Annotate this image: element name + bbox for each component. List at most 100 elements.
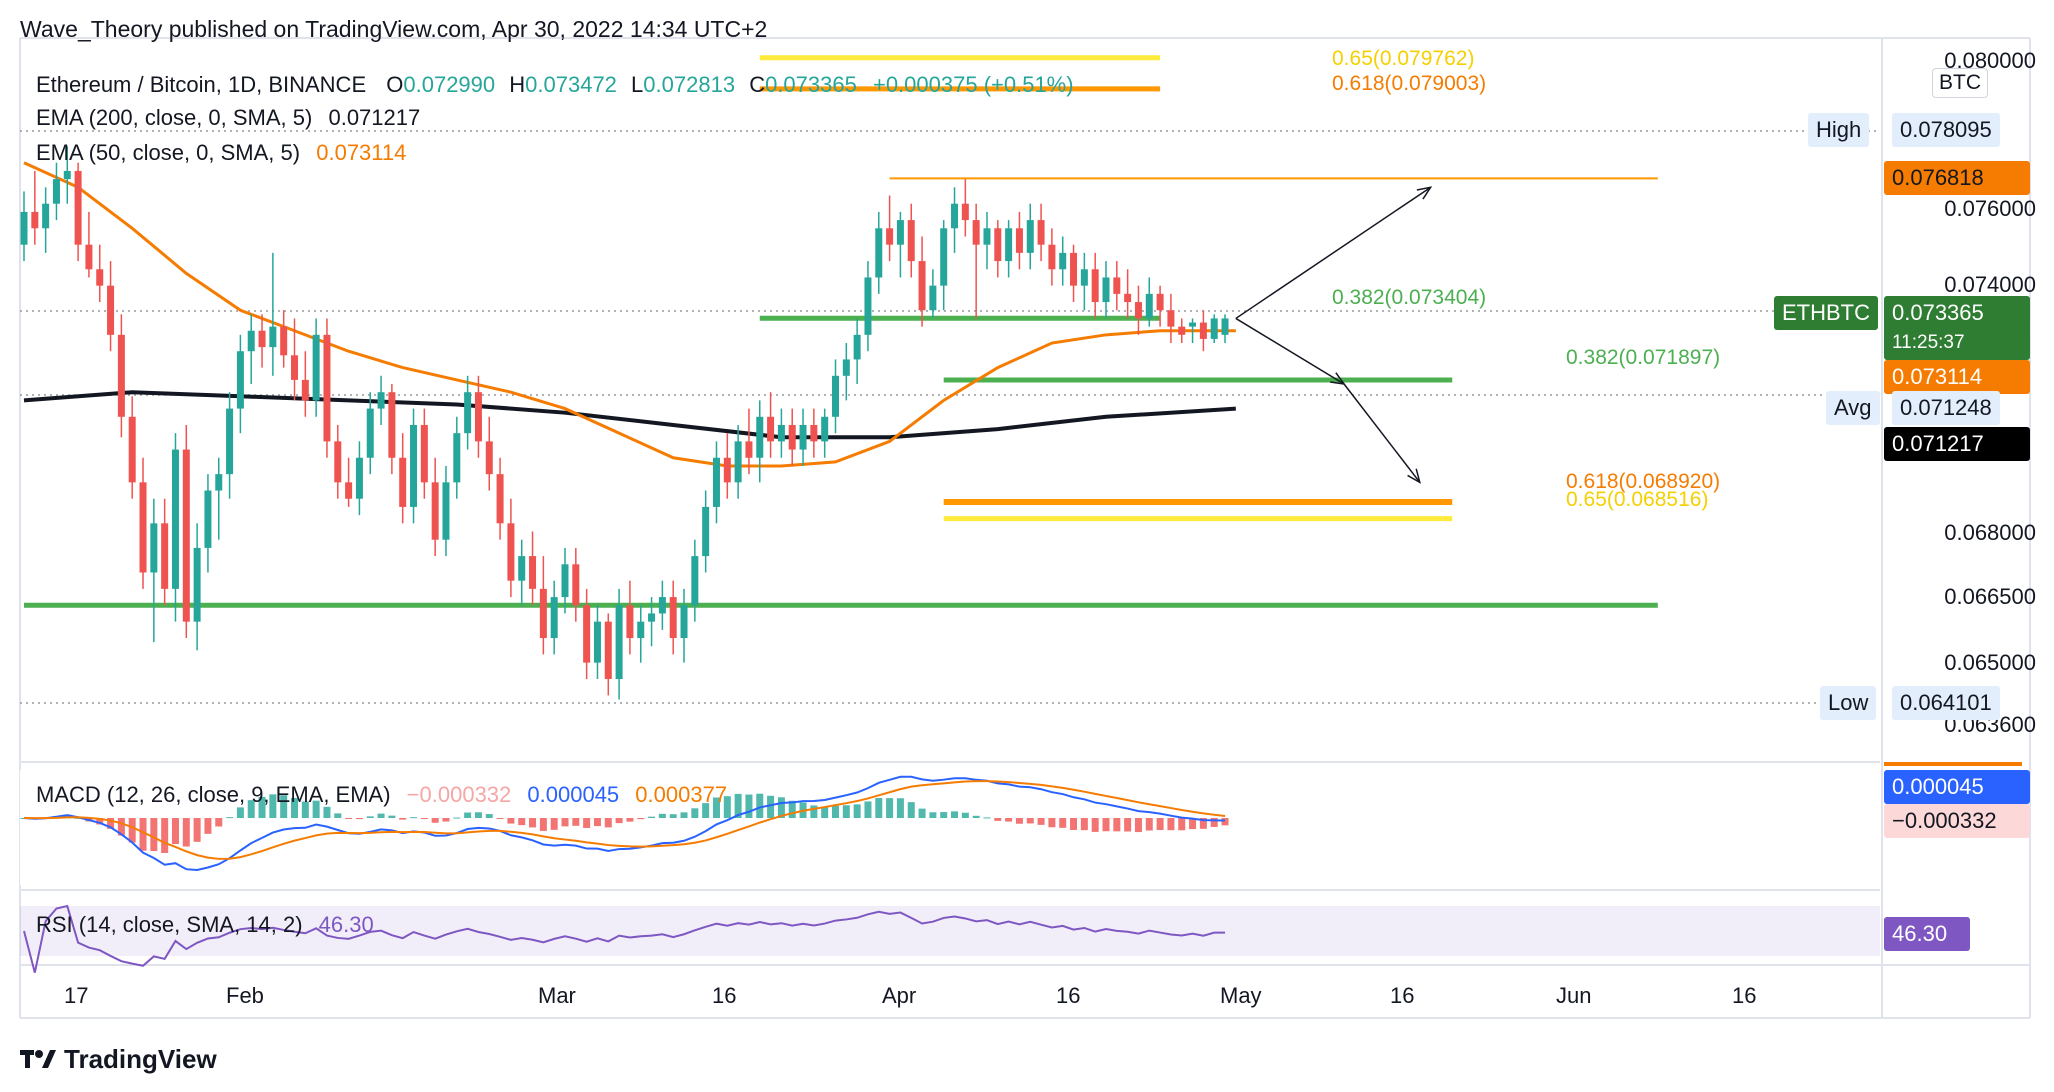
candle-body-80 (886, 228, 894, 245)
macd-hist-bar-76 (842, 805, 850, 818)
candle-body-1 (31, 211, 39, 229)
low-tag-label: Low (1820, 686, 1877, 720)
macd-hist-bar-89 (983, 817, 991, 819)
candle-body-93 (1026, 220, 1034, 253)
legend-macd-row[interactable]: MACD (12, 26, close, 9, EMA, EMA) −0.000… (36, 782, 727, 808)
price-tick-1: 0.076000 (1944, 196, 2036, 221)
candle-body-14 (171, 449, 179, 589)
symbol-name[interactable]: Ethereum / Bitcoin, 1D, BINANCE (36, 72, 367, 97)
candle-body-18 (215, 474, 223, 491)
candle-body-91 (1005, 228, 1013, 262)
candle-body-75 (832, 375, 839, 417)
candle-body-68 (756, 416, 764, 458)
candle-body-106 (1167, 310, 1175, 327)
candle-body-65 (723, 457, 731, 483)
macd-hist-bar-92 (1015, 818, 1023, 824)
price-tick-5: 0.065000 (1944, 650, 2036, 675)
legend-symbol-row: Ethereum / Bitcoin, 1D, BINANCE O0.07299… (36, 72, 1074, 98)
macd-hist-bar-109 (1199, 818, 1207, 829)
macd-hist-bar-63 (702, 803, 710, 818)
fib-levels (24, 55, 1658, 608)
macd-hist-bar-10 (128, 818, 136, 843)
macd-hist-bar-41 (464, 812, 472, 818)
candle-body-21 (247, 330, 255, 352)
candle-body-27 (312, 334, 320, 401)
candle-body-56 (626, 605, 634, 639)
candle-body-33 (377, 392, 385, 409)
candle-body-35 (399, 457, 407, 507)
macd-hist-bar-61 (680, 812, 688, 818)
projection-arrowhead-0 (1416, 186, 1433, 200)
candle-body-51 (572, 564, 580, 606)
legend-rsi-row[interactable]: RSI (14, close, SMA, 14, 2) 46.30 (36, 912, 374, 938)
candle-body-99 (1091, 269, 1099, 303)
rsi-tag: 46.30 (1884, 917, 1970, 951)
rsi-pane (20, 904, 1880, 973)
candle-body-46 (518, 556, 526, 581)
fib-label-mid-382: 0.382(0.073404) (1332, 286, 1487, 309)
low-label: L (631, 72, 644, 97)
macd-hist-bar-40 (453, 817, 461, 819)
candle-body-16 (193, 547, 201, 622)
candle-body-8 (107, 285, 115, 335)
macd-hist-bar-70 (777, 797, 785, 818)
ema200-path (23, 390, 1236, 440)
candle-body-4 (63, 170, 71, 180)
close-value: 0.073365 (765, 72, 857, 97)
legend-ema200-row[interactable]: EMA (200, close, 0, SMA, 5) 0.071217 (36, 105, 420, 131)
macd-line-value: 0.000045 (527, 782, 620, 807)
macd-hist-bar-8 (107, 818, 115, 829)
candle-body-81 (896, 220, 904, 245)
macd-hist-bar-43 (485, 814, 493, 818)
ema200-value: 0.071217 (328, 105, 421, 130)
candle-body-41 (464, 392, 472, 434)
macd-hist-bar-110 (1210, 818, 1218, 827)
avg-tag-label: Avg (1826, 391, 1880, 425)
macd-signal-path (23, 780, 1226, 860)
time-tick-1: Feb (226, 983, 264, 1008)
macd-hist-bar-108 (1189, 818, 1197, 830)
projection-line-1 (1235, 317, 1345, 385)
macd-hist-bar-101 (1113, 818, 1121, 832)
candle-body-97 (1070, 252, 1078, 286)
macd-hist-bar-39 (442, 818, 450, 822)
high-label: H (509, 72, 526, 97)
macd-hist-bar-35 (399, 818, 407, 820)
candle-body-83 (918, 261, 926, 311)
macd-hist-bar-36 (410, 817, 418, 819)
macd-hist-bar-28 (323, 806, 331, 818)
currency-badge[interactable]: BTC (1932, 68, 1988, 98)
candle-body-26 (301, 379, 309, 401)
candle-body-54 (604, 621, 612, 680)
macd-hist-bar-95 (1048, 818, 1056, 828)
macd-hist-bar-107 (1178, 818, 1186, 831)
candle-body-24 (280, 326, 288, 356)
macd-hist-bar-87 (961, 812, 969, 818)
tradingview-logo[interactable]: TradingView (20, 1044, 217, 1075)
macd-hist-bar-46 (518, 818, 526, 826)
candle-body-49 (550, 597, 558, 639)
macd-hist-bar-33 (377, 813, 385, 818)
candle-body-86 (951, 203, 959, 229)
macd-hist-bar-111 (1221, 818, 1229, 826)
candle-body-73 (810, 424, 818, 442)
macd-hist-bar-90 (994, 818, 1002, 821)
macd-hist-bar-12 (150, 818, 158, 852)
ema200-tag: 0.071217 (1884, 427, 2030, 461)
candle-body-37 (420, 424, 428, 483)
macd-hist-bar-19 (226, 817, 234, 819)
macd-hist-bar-86 (951, 811, 959, 818)
macd-hist-bar-22 (258, 796, 266, 818)
fib-label-top-65: 0.65(0.079762) (1332, 47, 1475, 70)
candle-body-47 (529, 556, 537, 589)
macd-hist-bar-56 (626, 818, 634, 822)
legend-ema50-row[interactable]: EMA (50, close, 0, SMA, 5) 0.073114 (36, 140, 406, 166)
rsi-label: RSI (14, close, SMA, 14, 2) (36, 912, 303, 937)
fib-label-low-382: 0.382(0.071897) (1566, 346, 1721, 369)
candle-body-110 (1210, 318, 1218, 339)
candle-body-89 (983, 228, 991, 245)
macd-hist-bar-55 (615, 818, 623, 824)
last-price-tag: 0.073365 (1884, 296, 2030, 330)
